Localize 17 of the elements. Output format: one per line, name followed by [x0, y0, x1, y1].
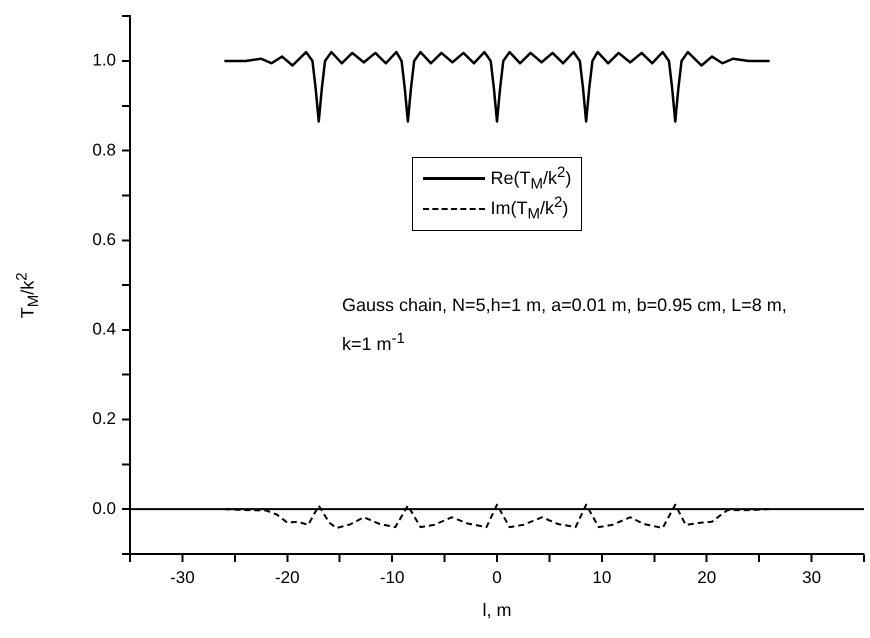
y-tick-label: 0.2 [92, 409, 116, 428]
x-tick-label: 0 [492, 568, 502, 587]
y-tick-label: 0.4 [92, 320, 116, 339]
x-tick-label: -30 [170, 568, 195, 587]
x-axis-title: l, m [482, 600, 512, 621]
annotation: Gauss chain, N=5,h=1 m, a=0.01 m, b=0.95 cm, L=8 m, k=1 m$^{-1}$ [342, 294, 788, 356]
legend-label: Re(T$_{M}$/k$^{2}$) [490, 164, 572, 193]
x-tick-label: 20 [697, 568, 716, 587]
y-tick-label: 0.6 [92, 230, 116, 249]
y-tick-label: 0.8 [92, 140, 116, 160]
x-tick-label: 10 [592, 568, 612, 587]
x-tick-label: -10 [380, 568, 404, 587]
y-tick-label: 0.0 [92, 498, 116, 518]
legend-label: Im(T$_{M}$/k$^{2}$) [490, 194, 568, 223]
x-tick-label: -20 [274, 568, 300, 587]
x-tick-label: 30 [802, 568, 822, 587]
y-tick-label: 1.0 [92, 50, 116, 70]
